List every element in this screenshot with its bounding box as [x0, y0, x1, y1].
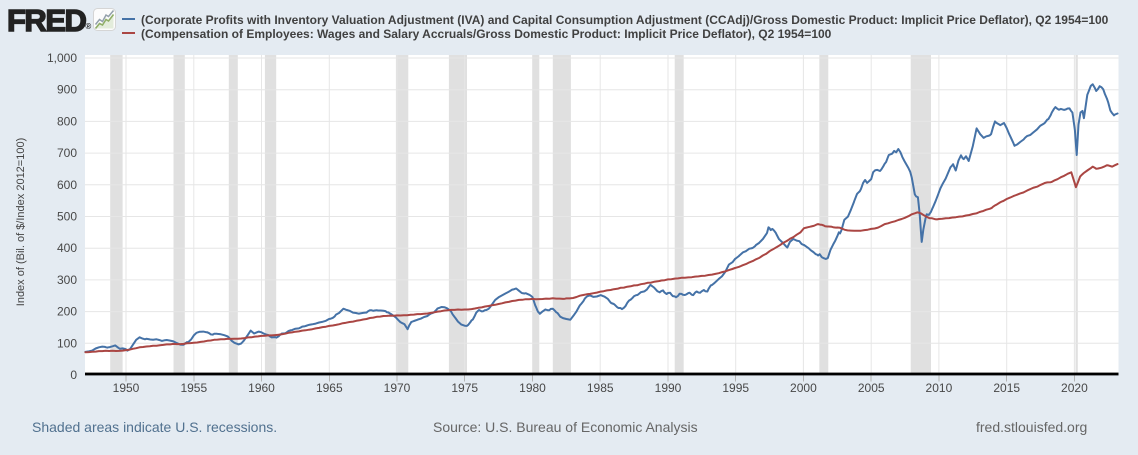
svg-text:2020: 2020 [1061, 381, 1088, 395]
svg-text:1995: 1995 [722, 381, 749, 395]
svg-text:400: 400 [57, 241, 77, 255]
svg-text:2010: 2010 [926, 381, 953, 395]
svg-text:100: 100 [57, 336, 77, 350]
svg-text:1970: 1970 [384, 381, 411, 395]
svg-text:1950: 1950 [113, 381, 140, 395]
svg-text:1980: 1980 [519, 381, 546, 395]
svg-text:1,000: 1,000 [47, 51, 77, 65]
svg-text:2000: 2000 [790, 381, 817, 395]
svg-text:2015: 2015 [993, 381, 1020, 395]
svg-text:1960: 1960 [248, 381, 275, 395]
svg-text:1990: 1990 [655, 381, 682, 395]
svg-text:700: 700 [57, 146, 77, 160]
svg-text:900: 900 [57, 83, 77, 97]
svg-text:500: 500 [57, 210, 77, 224]
svg-text:600: 600 [57, 178, 77, 192]
svg-text:800: 800 [57, 114, 77, 128]
svg-text:1965: 1965 [316, 381, 343, 395]
svg-text:Index of (Bil. of $/Index 2012: Index of (Bil. of $/Index 2012=100) [15, 138, 27, 306]
svg-text:0: 0 [70, 368, 77, 382]
svg-text:1955: 1955 [180, 381, 207, 395]
svg-text:1985: 1985 [587, 381, 614, 395]
svg-text:2005: 2005 [858, 381, 885, 395]
svg-text:1975: 1975 [451, 381, 478, 395]
svg-text:200: 200 [57, 305, 77, 319]
svg-text:300: 300 [57, 273, 77, 287]
